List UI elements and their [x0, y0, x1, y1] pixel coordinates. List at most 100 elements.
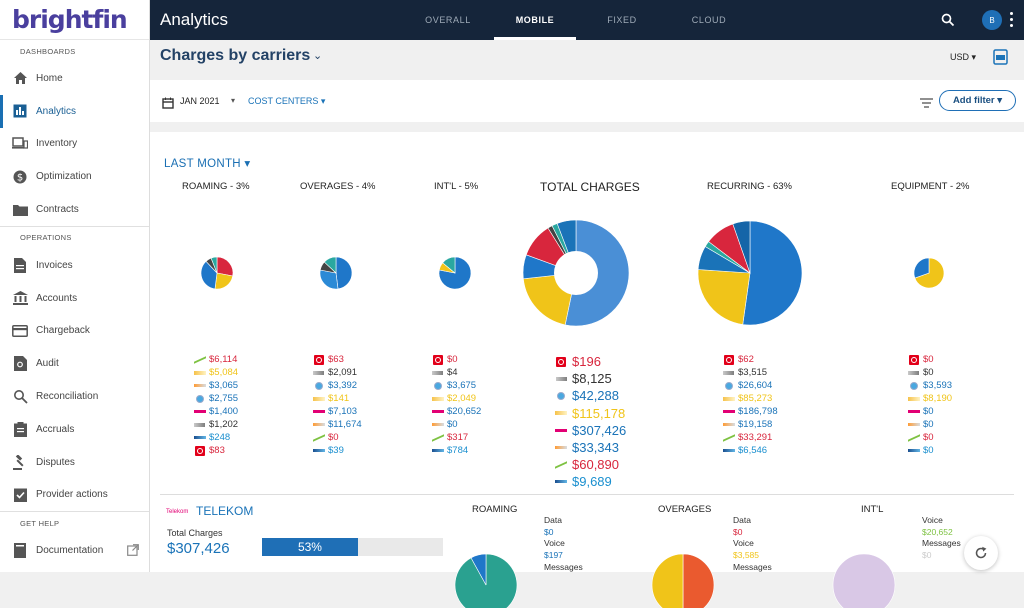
pie-5-slice-sprint[interactable] [914, 257, 945, 289]
cost-centers-select[interactable]: COST CENTERS ▾ [248, 96, 326, 106]
sidebar-item-reconciliation[interactable]: Reconciliation [0, 380, 149, 413]
pie-2-slice-teal[interactable] [442, 256, 456, 274]
sidebar-item-contracts[interactable]: Contracts [0, 193, 149, 226]
chevron-down-icon[interactable]: ⌄ [313, 50, 323, 62]
sidebar-section-title: DASHBOARDS [20, 46, 76, 56]
carrier-value-row: $7,103 [312, 405, 362, 418]
carrier-value: $3,675 [447, 380, 477, 391]
sidebar-item-accruals[interactable]: Accruals [0, 413, 149, 446]
carrier-value: $33,343 [572, 440, 619, 456]
sidebar-item-label: Contracts [36, 204, 79, 216]
refresh-button[interactable] [964, 536, 998, 570]
pie-1-slice-teal[interactable] [323, 256, 337, 274]
carrier-name: TELEKOM [196, 504, 254, 518]
pie-title: OVERAGES - 4% [300, 181, 376, 192]
sidebar-item-optimization[interactable]: $ Optimization [0, 160, 149, 193]
carrier-logo-icon [431, 394, 444, 403]
currency-label: USD [950, 52, 970, 62]
folder-icon [12, 202, 28, 218]
tab-mobile[interactable]: MOBILE [494, 0, 576, 40]
carrier-logo-icon [554, 356, 568, 367]
pie-0-slice-teal[interactable] [210, 256, 218, 274]
carrier-logo-icon [431, 368, 444, 377]
divider [160, 494, 1014, 495]
sidebar-item-invoices[interactable]: Invoices [0, 249, 149, 282]
carrier-value-row: $3,515 [722, 366, 778, 379]
pie-4-slice-sprint[interactable] [697, 269, 751, 325]
carrier-logo-icon [907, 446, 920, 455]
carrier-value: $85,273 [738, 393, 773, 404]
sidebar-nav: DASHBOARDS Home Analytics Inventory $ Optimiz… [0, 40, 149, 567]
cost-centers-label: COST CENTERS [248, 96, 319, 106]
tab-cloud[interactable]: CLOUD [691, 15, 727, 25]
carrier-value: $8,190 [923, 393, 953, 404]
carrier-logo-icon [554, 460, 568, 469]
sidebar-item-chargeback[interactable]: Chargeback [0, 315, 149, 348]
pie-4-slice-misc[interactable] [732, 220, 751, 274]
period-select[interactable]: LAST MONTH ▾ [164, 158, 251, 170]
tab-overall[interactable]: OVERALL [425, 15, 471, 25]
page-title[interactable]: Charges by carriers [160, 47, 311, 64]
carrier-logo-icon [431, 381, 444, 390]
carrier-value: $186,798 [738, 406, 778, 417]
sidebar-item-label: Reconciliation [36, 391, 99, 403]
breakdown-pie-2-slice-lavender[interactable] [832, 553, 896, 608]
pie-2-slice-blue[interactable] [438, 256, 472, 290]
search-icon[interactable] [941, 13, 955, 32]
carrier-logo-icon [312, 394, 325, 403]
currency-select[interactable]: USD ▾ [950, 52, 977, 62]
sort-icon[interactable] [920, 95, 933, 113]
sidebar-item-audit[interactable]: Audit [0, 347, 149, 380]
breakdown-pies [454, 553, 896, 608]
overages-breakdown-line: $0 [733, 526, 743, 537]
sidebar-item-disputes[interactable]: Disputes [0, 446, 149, 479]
carrier-logo-icon [907, 407, 920, 416]
intl-breakdown-list: Voice $20,652 Messages $0 [922, 515, 961, 562]
date-select[interactable]: JAN 2021 [180, 96, 220, 106]
roaming-breakdown-line: $0 [544, 526, 554, 537]
more-options-icon[interactable] [1009, 12, 1013, 27]
sidebar-item-accounts[interactable]: Accounts [0, 282, 149, 315]
breakdown-pie-1-slice-orange[interactable] [682, 553, 715, 608]
sidebar-item-home[interactable]: Home [0, 62, 149, 95]
add-filter-button[interactable]: Add filter ▾ [939, 90, 1016, 111]
pie-0-slice-red[interactable] [216, 256, 234, 277]
pie-1-slice-blue2[interactable] [319, 269, 339, 290]
carrier-value: $5,084 [209, 367, 239, 378]
carrier-value: $7,103 [328, 406, 358, 417]
carrier-logo-icon [554, 426, 568, 435]
date-caret-icon[interactable]: ▾ [231, 96, 236, 105]
book-icon [12, 543, 28, 559]
intl-breakdown-line: Voice [922, 515, 943, 525]
carrier-value: $196 [572, 354, 601, 370]
carrier-value-row: $20,652 [431, 405, 481, 418]
breakdown-pie-1-slice-yellow[interactable] [651, 553, 684, 608]
sidebar-item-inventory[interactable]: Inventory [0, 128, 149, 161]
carrier-value-row: $33,291 [722, 431, 778, 444]
carrier-value-row: $141 [312, 392, 362, 405]
carrier-value-row: $1,202 [193, 418, 238, 431]
sidebar-item-analytics[interactable]: Analytics [0, 94, 149, 128]
pie-4-slice-telekom[interactable] [742, 220, 803, 326]
carrier-value-row: $248 [193, 431, 238, 444]
pie-1-slice-blue[interactable] [335, 256, 353, 290]
carrier-value-row: $0 [907, 418, 952, 431]
carrier-logo-icon [722, 354, 735, 365]
pdf-export-icon[interactable] [993, 49, 1008, 70]
carrier-value: $141 [328, 393, 350, 404]
pie-0-slice-yellow[interactable] [214, 272, 234, 290]
carrier-value-row: $0 [907, 444, 952, 457]
sidebar-item-label: Audit [36, 358, 59, 370]
separator [150, 122, 1024, 132]
brightfin-logo[interactable]: brightfin [0, 0, 149, 40]
carrier-value: $0 [923, 445, 934, 456]
pie-5-slice-att[interactable] [913, 257, 930, 279]
sidebar-item-provider-actions[interactable]: Provider actions [0, 479, 149, 512]
carrier-logo-icon [554, 409, 568, 418]
carrier-value: $784 [447, 445, 469, 456]
avatar[interactable]: B [982, 10, 1002, 30]
sidebar-item-documentation[interactable]: Documentation [0, 534, 149, 567]
external-link-icon[interactable] [127, 544, 139, 559]
tab-fixed[interactable]: FIXED [607, 15, 637, 25]
pie-0-slice-blue[interactable] [200, 260, 218, 290]
